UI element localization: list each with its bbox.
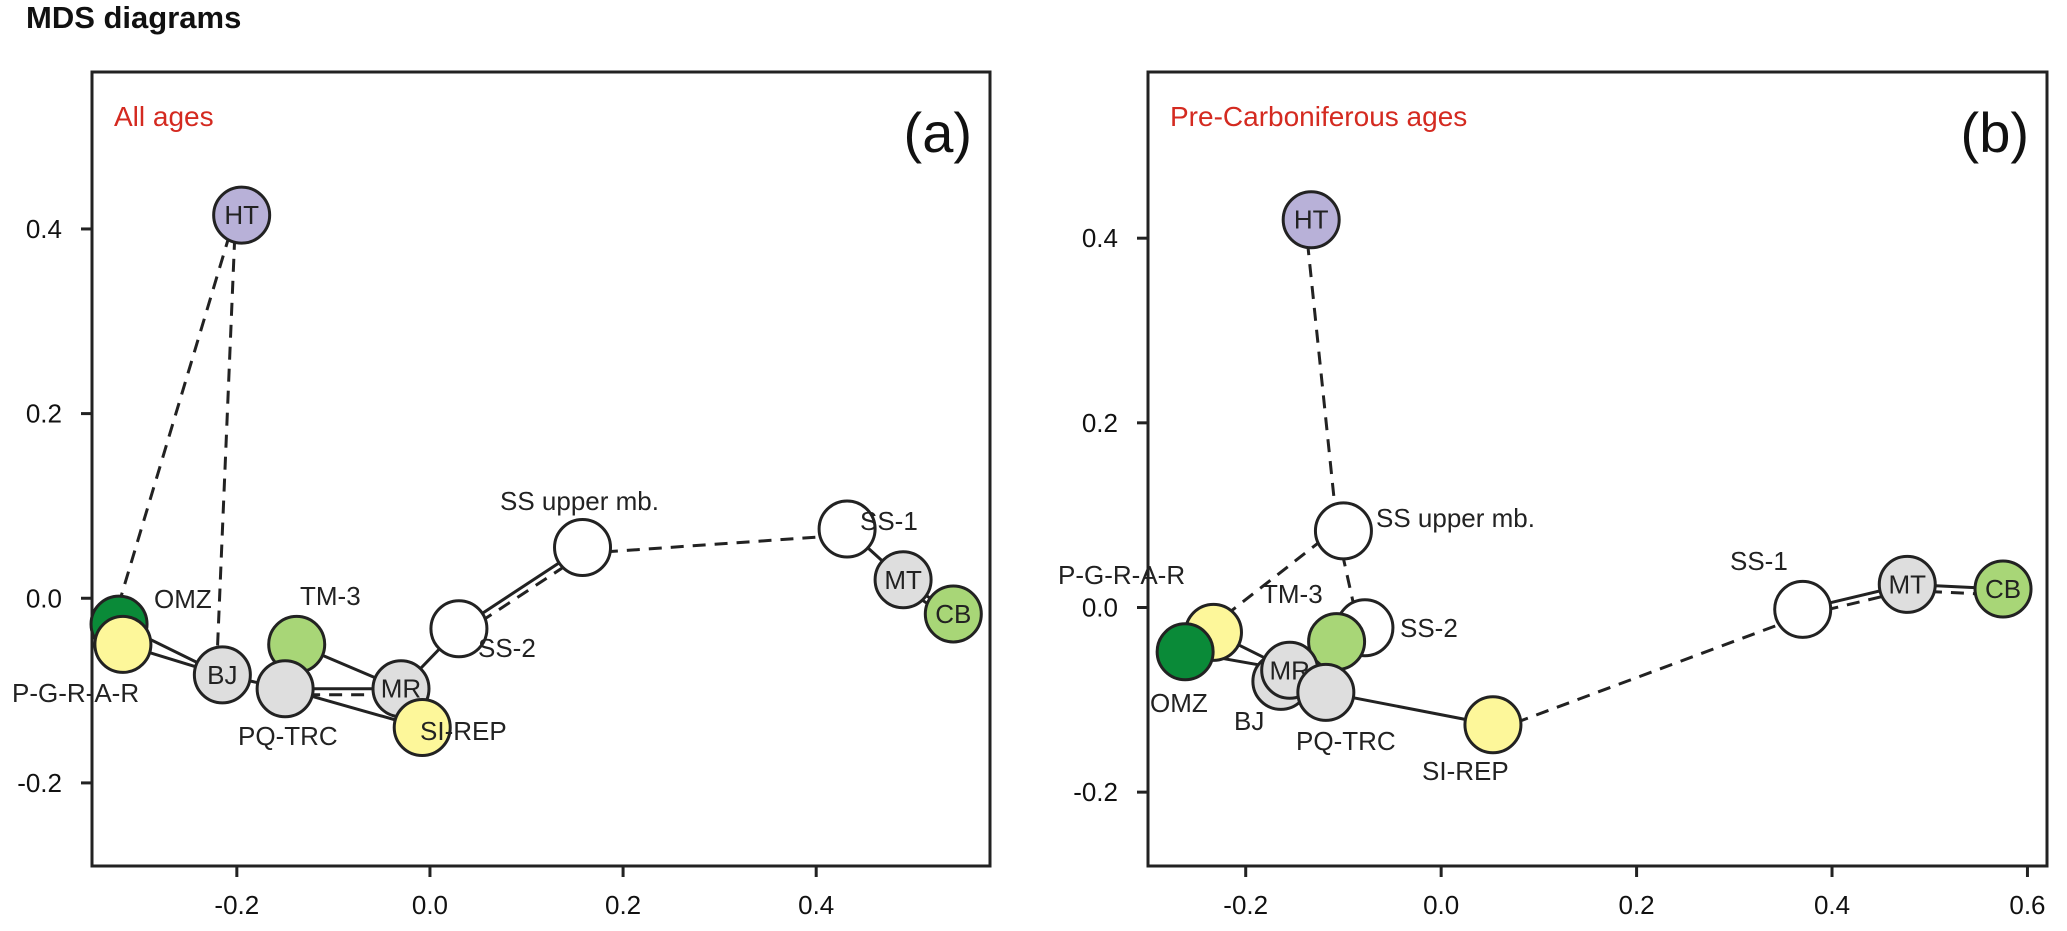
point-label-mr: MR bbox=[381, 674, 421, 704]
point-label-bj: BJ bbox=[1234, 706, 1264, 736]
point-mt bbox=[873, 550, 933, 610]
point-label-omz: OMZ bbox=[154, 584, 212, 614]
y-tick-label-b: 0.2 bbox=[1082, 408, 1118, 438]
point-label-pqtrc: PQ-TRC bbox=[238, 721, 338, 751]
dashed-link-a bbox=[111, 212, 238, 623]
point-label-ht: HT bbox=[1294, 205, 1329, 235]
dashed-link-a bbox=[582, 533, 848, 555]
point-ss1 bbox=[817, 499, 877, 559]
point-cb bbox=[1973, 559, 2033, 619]
point-mt bbox=[1877, 554, 1937, 614]
point-label-ssu: SS upper mb. bbox=[500, 486, 659, 516]
plot-frame-b bbox=[1146, 70, 2049, 868]
x-tick-label-b: 0.6 bbox=[2009, 890, 2045, 920]
plot-frame-a bbox=[90, 70, 992, 868]
panel-tag-a: (a) bbox=[904, 101, 972, 164]
panel-subtitle-b: Pre-Carboniferous ages bbox=[1170, 101, 1467, 132]
point-ht bbox=[1281, 190, 1341, 250]
page-title: MDS diagrams bbox=[26, 0, 242, 35]
x-tick-label-b: -0.2 bbox=[1223, 890, 1268, 920]
x-tick-label-b: 0.2 bbox=[1619, 890, 1655, 920]
point-label-ss2: SS-2 bbox=[478, 633, 536, 663]
point-label-ssu: SS upper mb. bbox=[1376, 503, 1535, 533]
point-ssu bbox=[553, 517, 613, 577]
x-tick-label-a: 0.4 bbox=[798, 890, 834, 920]
panel-tag-b: (b) bbox=[1961, 101, 2029, 164]
point-label-cb: CB bbox=[1985, 574, 2021, 604]
y-tick-label-b: 0.4 bbox=[1082, 223, 1118, 253]
point-label-sirep: SI-REP bbox=[1422, 756, 1509, 786]
point-sirep bbox=[1463, 695, 1523, 755]
point-label-omz: OMZ bbox=[1150, 688, 1208, 718]
x-tick-label-b: 0.0 bbox=[1423, 890, 1459, 920]
point-pgrar bbox=[93, 614, 153, 674]
point-label-ss2: SS-2 bbox=[1400, 613, 1458, 643]
dashed-link-a bbox=[214, 214, 238, 675]
point-label-mt: MT bbox=[884, 565, 922, 595]
x-tick-label-a: 0.0 bbox=[412, 890, 448, 920]
point-label-ht: HT bbox=[224, 200, 259, 230]
panel-subtitle-a: All ages bbox=[114, 101, 214, 132]
y-tick-label-b: -0.2 bbox=[1073, 777, 1118, 807]
point-ss2 bbox=[429, 599, 489, 659]
point-cb bbox=[923, 584, 983, 644]
dashed-link-b bbox=[1906, 588, 2003, 597]
point-ht bbox=[212, 185, 272, 245]
dashed-link-b bbox=[1303, 220, 1339, 532]
point-label-sirep: SI-REP bbox=[420, 716, 507, 746]
point-label-tm3: TM-3 bbox=[300, 581, 361, 611]
y-tick-label-a: 0.4 bbox=[26, 214, 62, 244]
y-tick-label-b: 0.0 bbox=[1082, 592, 1118, 622]
point-label-mt: MT bbox=[1888, 569, 1926, 599]
point-label-ss1: SS-1 bbox=[860, 506, 918, 536]
x-tick-label-a: 0.2 bbox=[605, 890, 641, 920]
point-label-tm3: TM-3 bbox=[1262, 579, 1323, 609]
y-tick-label-a: -0.2 bbox=[17, 768, 62, 798]
panel-b: -0.2 0.0 0.2 0.4 0.6 -0.2 0.0 0.2 0.4 Pre-Carboni… bbox=[1058, 70, 2049, 920]
dashed-link-b bbox=[1494, 613, 1806, 732]
dashed-link-b bbox=[1336, 531, 1361, 630]
y-tick-label-a: 0.2 bbox=[26, 399, 62, 429]
point-ss1 bbox=[1773, 579, 1833, 639]
point-pqtrc bbox=[255, 659, 315, 719]
point-label-ss1: SS-1 bbox=[1730, 546, 1788, 576]
y-tick-label-a: 0.0 bbox=[26, 583, 62, 613]
point-label-pgrar: P-G-R-A-R bbox=[1058, 560, 1185, 590]
point-sirep bbox=[392, 698, 452, 758]
point-label-pqtrc: PQ-TRC bbox=[1296, 726, 1396, 756]
x-tick-label-b: 0.4 bbox=[1814, 890, 1850, 920]
point-pqtrc bbox=[1296, 662, 1356, 722]
point-label-bj: BJ bbox=[207, 660, 237, 690]
panel-a: -0.2 0.0 0.2 0.4 -0.2 0.0 0.2 0.4 All ages (a) HT O… bbox=[12, 70, 992, 920]
point-label-cb: CB bbox=[935, 599, 971, 629]
point-label-pgrar: P-G-R-A-R bbox=[12, 678, 139, 708]
point-omz bbox=[1155, 622, 1215, 682]
point-bj bbox=[192, 645, 252, 705]
x-tick-label-a: -0.2 bbox=[214, 890, 259, 920]
point-ssu bbox=[1313, 501, 1373, 561]
